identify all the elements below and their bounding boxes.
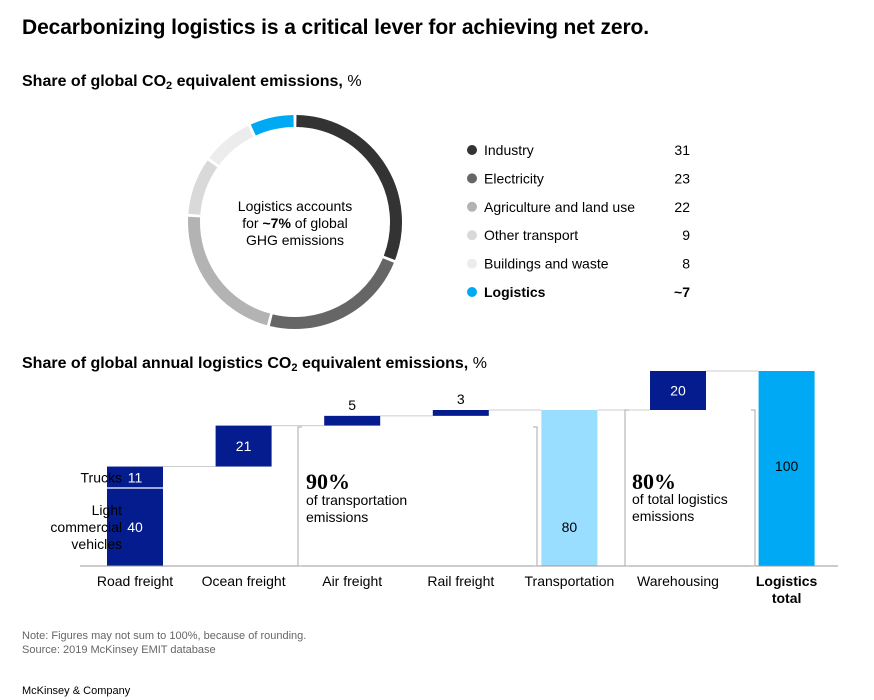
legend-label-industry: Industry — [484, 142, 534, 158]
bar-road-freight-light-commercial-vehicles — [107, 488, 163, 566]
segment-name-light-commercial-vehicles: Light — [92, 502, 122, 518]
legend-swatch-other-transport — [467, 230, 477, 241]
bar-value-label: 20 — [670, 383, 686, 399]
legend-value-industry: 31 — [674, 142, 690, 158]
donut-center-text: Logistics accounts — [238, 198, 352, 214]
annotation-text: of transportation — [306, 492, 407, 508]
segment-name-light-commercial-vehicles: commercial — [50, 519, 122, 535]
bar-value-label: 5 — [348, 397, 356, 413]
bar-air-freight — [324, 415, 381, 426]
x-tick-label: total — [772, 590, 802, 606]
waterfall-chart-subtitle: Share of global annual logistics CO2 equ… — [22, 355, 487, 374]
donut-slice-logistics — [250, 115, 294, 136]
transportation-bracket-left — [297, 426, 302, 567]
donut-chart-subtitle: Share of global CO2 equivalent emissions… — [22, 73, 362, 92]
legend-swatch-industry — [467, 145, 477, 155]
x-tick-label: Transportation — [525, 573, 615, 589]
segment-name-light-commercial-vehicles: vehicles — [71, 536, 122, 552]
donut-slice-buildings-and-waste — [209, 125, 254, 166]
segment-name-trucks: Trucks — [81, 469, 122, 485]
legend-swatch-electricity — [467, 173, 477, 184]
bar-value-label: 80 — [562, 519, 578, 535]
bar-logistics-total — [758, 371, 815, 566]
bar-value-label: 40 — [127, 519, 143, 535]
legend-label-electricity: Electricity — [484, 170, 544, 186]
bar-warehousing — [650, 371, 706, 410]
legend-value-buildings-and-waste: 8 — [682, 256, 690, 272]
legend-value-agriculture-and-land-use: 22 — [674, 199, 690, 215]
bar-value-label: 100 — [775, 458, 799, 474]
legend-label-logistics: Logistics — [484, 284, 546, 300]
legend-value-electricity: 23 — [674, 170, 690, 186]
bar-transportation — [541, 410, 598, 566]
donut-center-text: for ~7% of global — [242, 215, 347, 231]
annotation-text: emissions — [632, 508, 694, 524]
legend-label-other-transport: Other transport — [484, 227, 578, 243]
bar-road-freight-trucks — [107, 466, 163, 488]
annotation-text: emissions — [306, 509, 368, 525]
legend-swatch-agriculture-and-land-use — [467, 201, 477, 212]
donut-slice-industry — [296, 115, 402, 260]
donut-center-text: GHG emissions — [246, 232, 344, 248]
bar-value-label: 11 — [128, 469, 143, 485]
annotation-percent: 90% — [306, 469, 350, 494]
x-tick-label: Warehousing — [637, 573, 719, 589]
annotation-text: of total logistics — [632, 491, 728, 507]
legend-label-buildings-and-waste: Buildings and waste — [484, 256, 609, 272]
legend-label-agriculture-and-land-use: Agriculture and land use — [484, 199, 635, 215]
legend-value-other-transport: 9 — [682, 227, 690, 243]
bar-ocean-freight — [215, 425, 272, 467]
legend-swatch-logistics — [467, 287, 477, 297]
brand-logo-text: McKinsey & Company — [22, 685, 131, 697]
warehousing-bracket-right — [751, 409, 756, 567]
bar-value-label: 3 — [457, 391, 465, 407]
legend-value-logistics: ~7 — [674, 284, 690, 300]
x-tick-label: Ocean freight — [202, 573, 286, 589]
warehousing-bracket-left — [624, 409, 629, 567]
source-note: Source: 2019 McKinsey EMIT database — [22, 644, 216, 656]
donut-slice-electricity — [269, 258, 394, 329]
x-tick-label: Road freight — [97, 573, 173, 589]
page-title: Decarbonizing logistics is a critical le… — [22, 16, 650, 39]
footnote: Note: Figures may not sum to 100%, becau… — [22, 630, 307, 642]
x-tick-label: Rail freight — [427, 573, 494, 589]
x-tick-label: Air freight — [322, 573, 382, 589]
donut-slice-agriculture-and-land-use — [188, 216, 271, 326]
x-tick-label: Logistics — [756, 573, 818, 589]
transportation-bracket-right — [533, 426, 538, 567]
annotation-percent: 80% — [632, 469, 676, 494]
donut-slice-other-transport — [188, 160, 218, 215]
bar-rail-freight — [432, 410, 489, 416]
bar-value-label: 21 — [236, 438, 252, 454]
legend-swatch-buildings-and-waste — [467, 258, 477, 269]
